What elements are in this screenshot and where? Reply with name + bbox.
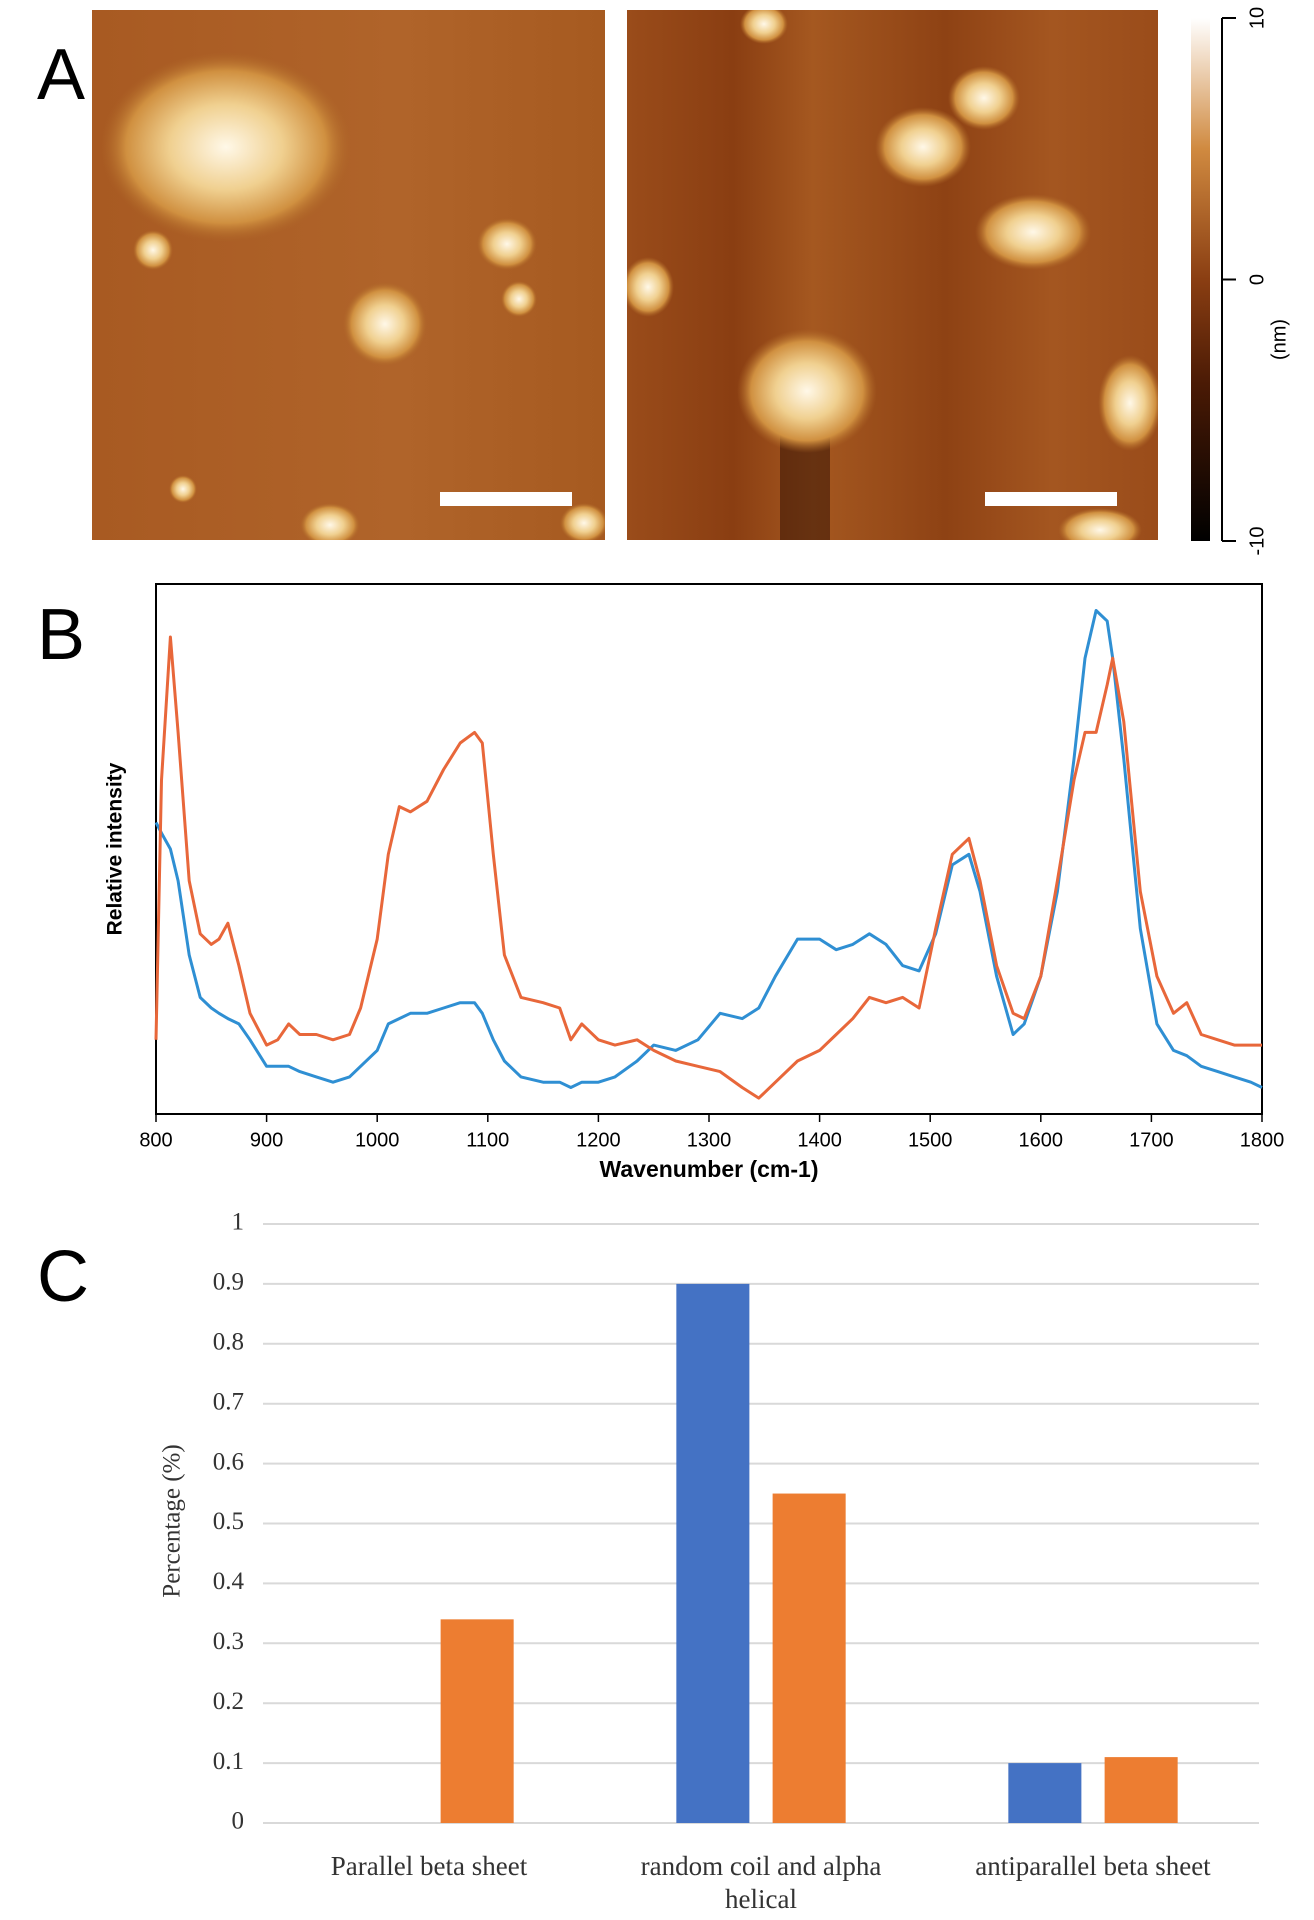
x-tick-label: antiparallel beta sheet [975, 1851, 1211, 1881]
y-axis-label: Percentage (%) [159, 1444, 186, 1597]
x-tick-label: 800 [139, 1129, 172, 1151]
x-tick-label: random coil and alpha helical [640, 1851, 882, 1914]
colorbar-label: (nm) [1268, 319, 1290, 360]
bar [1104, 1757, 1178, 1823]
y-tick-label: 0.1 [213, 1748, 244, 1775]
y-tick-label: 0.4 [213, 1568, 245, 1595]
x-tick-label: 1000 [355, 1129, 400, 1151]
y-tick-label: 0 [232, 1808, 245, 1835]
x-tick-label: 1800 [1240, 1129, 1285, 1151]
x-tick-label: 1500 [908, 1129, 953, 1151]
x-tick-label: 1300 [687, 1129, 732, 1151]
x-tick-label: 1400 [797, 1129, 842, 1151]
panel-label: A [37, 35, 85, 115]
x-tick-label: 1700 [1129, 1129, 1174, 1151]
x-tick-label: 900 [250, 1129, 283, 1151]
x-tick-label: 1100 [466, 1129, 509, 1151]
colorbar-tick-label: 10 [1246, 7, 1268, 29]
y-tick-label: 0.2 [213, 1688, 244, 1715]
bar [772, 1493, 846, 1823]
afm-image-left [92, 10, 605, 540]
y-tick-label: 0.8 [213, 1329, 244, 1356]
y-axis-label: Relative intensity [104, 762, 127, 935]
y-tick-label: 0.9 [213, 1269, 244, 1296]
colorbar [1191, 18, 1210, 541]
x-axis-label: Wavenumber (cm-1) [600, 1156, 819, 1182]
bar [440, 1619, 514, 1823]
spectrum-line [154, 609, 1263, 1089]
bar [1008, 1763, 1082, 1823]
panel-label: B [37, 595, 85, 675]
colorbar-tick-label: 0 [1246, 274, 1268, 285]
y-tick-label: 0.6 [213, 1448, 244, 1475]
x-tick-label: 1600 [1019, 1129, 1064, 1151]
y-tick-label: 0.3 [213, 1628, 244, 1655]
y-tick-label: 0.5 [213, 1508, 244, 1535]
x-tick-label: 1200 [576, 1129, 621, 1151]
spectrum-line [154, 635, 1262, 1100]
bar [676, 1283, 750, 1823]
afm-image-right [627, 10, 1158, 540]
x-tick-label: Parallel beta sheet [330, 1851, 528, 1881]
y-tick-label: 1 [232, 1209, 245, 1236]
colorbar-tick-label: -10 [1246, 527, 1268, 556]
panel-label: C [37, 1237, 89, 1317]
y-tick-label: 0.7 [213, 1388, 244, 1415]
plot-frame [155, 583, 1263, 1115]
